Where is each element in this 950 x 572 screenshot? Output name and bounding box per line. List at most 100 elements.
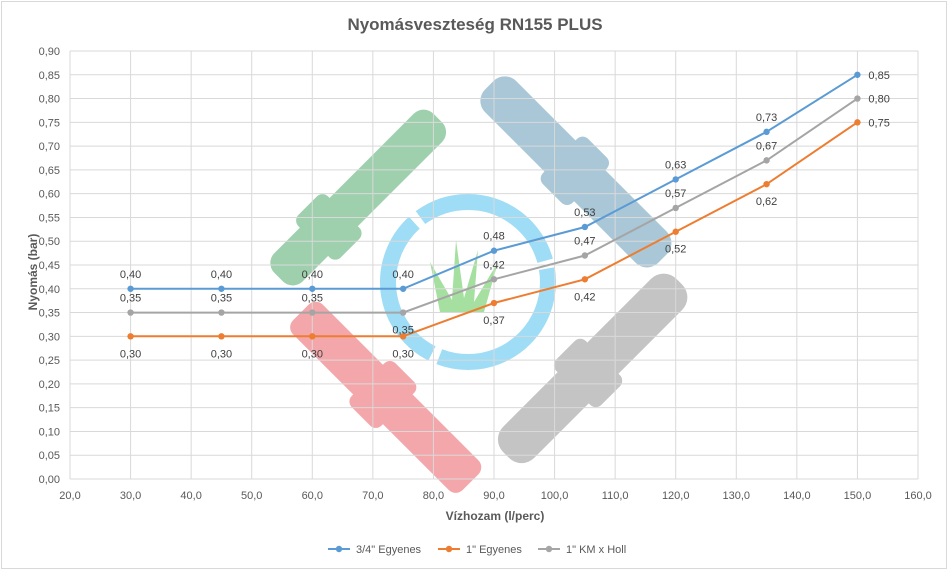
data-point <box>490 247 498 254</box>
y-tick-label: 0,65 <box>39 165 60 177</box>
data-point <box>309 285 316 292</box>
chart-title: Nyomásveszteség RN155 PLUS <box>347 15 602 34</box>
y-axis: 0,00 0,05 0,10 0,15 0,20 0,25 0,30 0,35 0,40 0,45… <box>39 46 60 486</box>
series-3 <box>127 95 861 316</box>
data-label: 0,35 <box>120 293 141 305</box>
data-label: 0,75 <box>868 117 889 129</box>
series-2 <box>127 119 861 340</box>
data-label: 0,35 <box>302 293 323 305</box>
data-label: 0,40 <box>392 269 413 281</box>
data-label: 0,30 <box>392 348 413 360</box>
watermark-bar-blue <box>480 76 672 268</box>
data-point <box>218 309 225 316</box>
data-label: 0,35 <box>211 293 232 305</box>
data-label: 0,57 <box>665 188 686 200</box>
legend-swatch-marker <box>335 545 343 553</box>
data-point <box>399 333 407 340</box>
legend: 3/4" Egyenes 1" Egyenes 1" KM x Holl <box>328 544 626 556</box>
legend-label: 1" KM x Holl <box>566 544 626 556</box>
data-point <box>763 128 770 136</box>
data-label: 0,53 <box>574 207 595 219</box>
data-label: 0,30 <box>302 348 323 360</box>
data-label: 0,40 <box>211 269 232 281</box>
data-label: 0,37 <box>483 315 504 327</box>
x-axis-title: Vízhozam (l/perc) <box>446 509 545 523</box>
y-tick-label: 0,60 <box>39 189 60 201</box>
data-label: 0,67 <box>756 140 777 152</box>
y-tick-label: 0,40 <box>39 284 60 296</box>
data-point <box>309 309 316 316</box>
data-point <box>581 223 589 231</box>
watermark-bar-green <box>270 109 447 286</box>
y-tick-label: 0,15 <box>39 403 60 415</box>
legend-swatch-marker <box>445 545 453 553</box>
y-tick-label: 0,85 <box>39 70 60 82</box>
data-point <box>854 119 861 126</box>
y-tick-label: 0,00 <box>39 474 60 486</box>
y-axis-title: Nyomás (bar) <box>26 234 40 311</box>
legend-entry: 3/4" Egyenes <box>328 544 422 556</box>
data-label: 0,47 <box>574 235 595 247</box>
legend-label: 1" Egyenes <box>466 544 522 556</box>
x-axis: 20,0 30,0 40,0 50,0 60,0 70,0 80,0 90,0 100,0 110… <box>59 490 931 502</box>
x-tick-label: 160,0 <box>904 490 932 502</box>
data-point <box>672 176 679 183</box>
y-tick-label: 0,70 <box>39 141 60 153</box>
legend-entry: 1" KM x Holl <box>538 544 626 556</box>
y-tick-label: 0,45 <box>39 260 60 272</box>
data-label: 0,42 <box>483 259 504 271</box>
data-point <box>581 252 589 259</box>
data-label: 0,40 <box>120 269 141 281</box>
y-tick-label: 0,05 <box>39 450 60 462</box>
data-point <box>490 299 498 307</box>
data-point <box>854 71 861 78</box>
x-tick-label: 90,0 <box>483 490 504 502</box>
data-point <box>399 285 407 292</box>
data-point <box>127 285 134 292</box>
data-label: 0,30 <box>211 348 232 360</box>
y-tick-label: 0,25 <box>39 355 60 367</box>
y-tick-label: 0,90 <box>39 46 60 58</box>
x-tick-label: 50,0 <box>241 490 262 502</box>
watermark-bar-gray <box>497 273 688 464</box>
data-label: 0,40 <box>302 269 323 281</box>
x-tick-label: 130,0 <box>723 490 751 502</box>
data-point <box>672 228 679 235</box>
y-tick-label: 0,20 <box>39 379 60 391</box>
series-1 <box>127 71 861 292</box>
data-label: 0,73 <box>756 112 777 124</box>
data-point <box>581 276 589 283</box>
data-point <box>490 276 498 283</box>
x-tick-label: 150,0 <box>844 490 872 502</box>
watermark-grass <box>430 240 498 312</box>
x-tick-label: 110,0 <box>602 490 629 502</box>
data-label: 0,80 <box>868 94 889 106</box>
data-label: 0,48 <box>483 231 504 243</box>
x-tick-label: 30,0 <box>120 490 141 502</box>
x-tick-label: 70,0 <box>362 490 383 502</box>
data-point <box>218 285 225 292</box>
data-point <box>127 333 134 340</box>
watermark-logo <box>270 76 688 493</box>
data-label: 0,63 <box>665 159 686 171</box>
data-point <box>127 309 134 316</box>
legend-label: 3/4" Egyenes <box>356 544 422 556</box>
y-tick-label: 0,75 <box>39 117 60 129</box>
y-tick-label: 0,55 <box>39 212 60 224</box>
x-tick-label: 100,0 <box>541 490 569 502</box>
legend-swatch-marker <box>545 545 553 553</box>
data-point <box>763 180 770 188</box>
y-tick-label: 0,50 <box>39 236 60 248</box>
watermark-bar-red <box>290 301 482 493</box>
x-tick-label: 120,0 <box>662 490 690 502</box>
data-label: 0,35 <box>392 325 413 337</box>
data-label: 0,42 <box>574 291 595 303</box>
x-tick-label: 140,0 <box>783 490 811 502</box>
series-layer <box>127 71 861 340</box>
data-point <box>309 333 316 340</box>
y-tick-label: 0,35 <box>39 308 60 320</box>
x-tick-label: 80,0 <box>423 490 444 502</box>
data-label: 0,52 <box>665 244 686 256</box>
data-point <box>763 157 770 164</box>
